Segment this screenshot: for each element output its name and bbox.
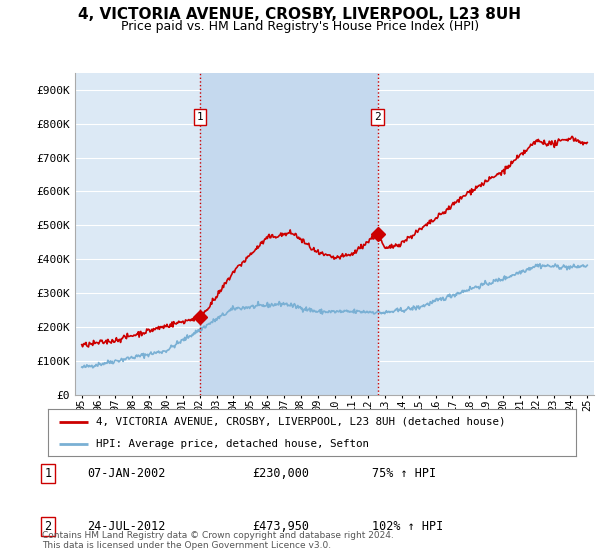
Text: 4, VICTORIA AVENUE, CROSBY, LIVERPOOL, L23 8UH (detached house): 4, VICTORIA AVENUE, CROSBY, LIVERPOOL, L… — [95, 417, 505, 427]
Text: 4, VICTORIA AVENUE, CROSBY, LIVERPOOL, L23 8UH: 4, VICTORIA AVENUE, CROSBY, LIVERPOOL, L… — [79, 7, 521, 22]
Text: 24-JUL-2012: 24-JUL-2012 — [87, 520, 166, 533]
Text: 2: 2 — [374, 112, 381, 122]
Text: 1: 1 — [44, 466, 52, 480]
Text: 1: 1 — [197, 112, 203, 122]
Text: 07-JAN-2002: 07-JAN-2002 — [87, 466, 166, 480]
Text: HPI: Average price, detached house, Sefton: HPI: Average price, detached house, Seft… — [95, 438, 368, 449]
Text: Price paid vs. HM Land Registry's House Price Index (HPI): Price paid vs. HM Land Registry's House … — [121, 20, 479, 32]
Text: 102% ↑ HPI: 102% ↑ HPI — [372, 520, 443, 533]
Text: £473,950: £473,950 — [252, 520, 309, 533]
Text: £230,000: £230,000 — [252, 466, 309, 480]
Text: 75% ↑ HPI: 75% ↑ HPI — [372, 466, 436, 480]
Text: 2: 2 — [44, 520, 52, 533]
Bar — [200, 73, 377, 395]
Text: Contains HM Land Registry data © Crown copyright and database right 2024.
This d: Contains HM Land Registry data © Crown c… — [42, 530, 394, 550]
